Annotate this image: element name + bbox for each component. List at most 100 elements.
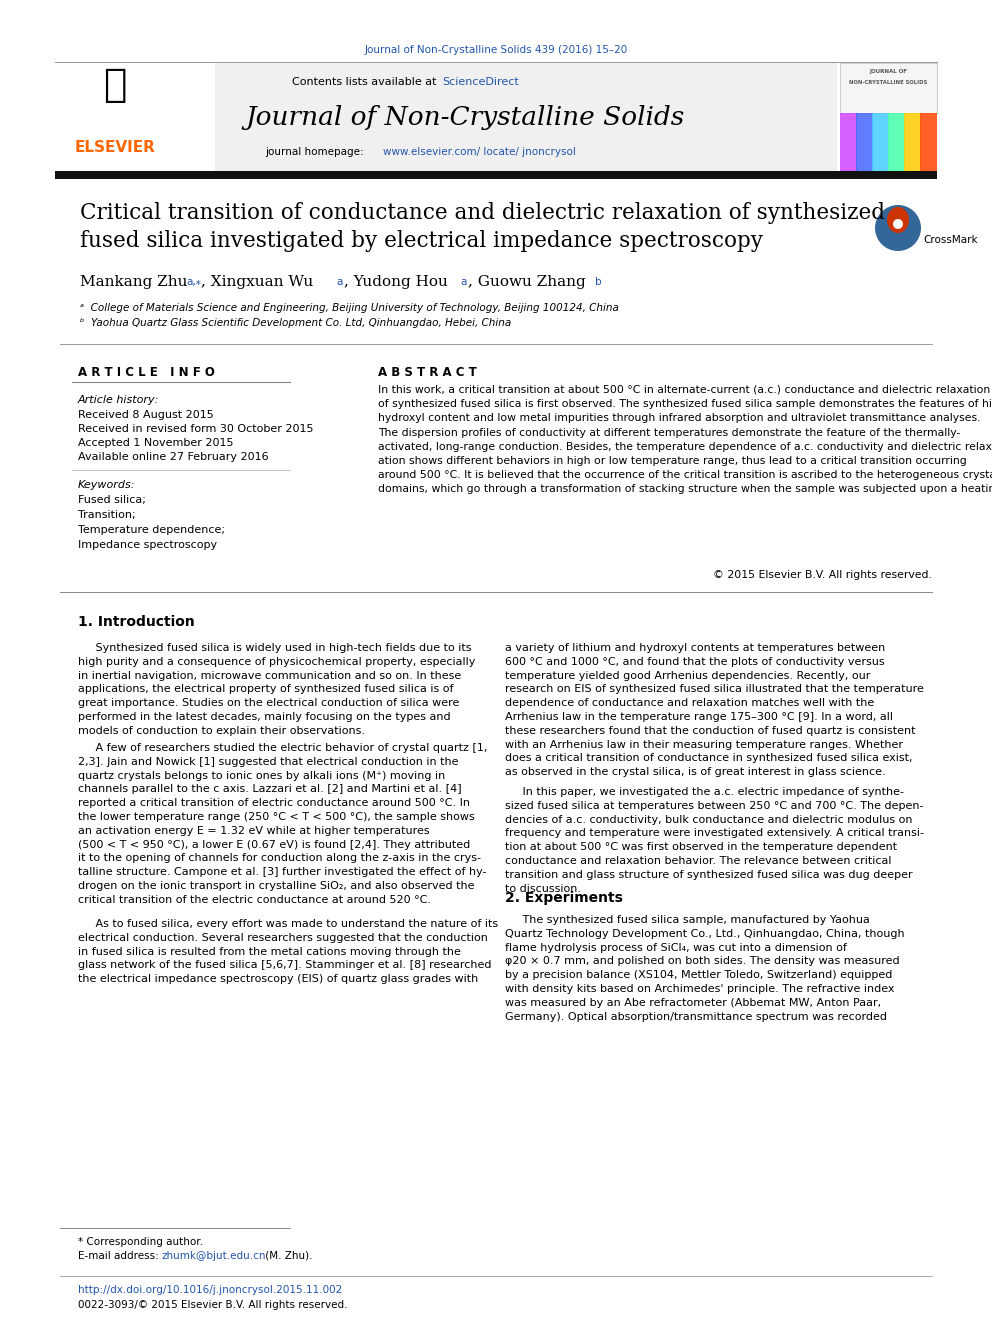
Text: reported a critical transition of electric conductance around 500 °C. In: reported a critical transition of electr…	[78, 798, 470, 808]
Text: ation shows different behaviors in high or low temperature range, thus lead to a: ation shows different behaviors in high …	[378, 456, 967, 466]
Text: Fused silica;: Fused silica;	[78, 495, 146, 505]
Text: hydroxyl content and low metal impurities through infrared absorption and ultrav: hydroxyl content and low metal impuritie…	[378, 413, 980, 423]
Text: temperature yielded good Arrhenius dependencies. Recently, our: temperature yielded good Arrhenius depen…	[505, 671, 870, 680]
Text: Arrhenius law in the temperature range 175–300 °C [9]. In a word, all: Arrhenius law in the temperature range 1…	[505, 712, 893, 722]
Bar	[904, 112, 921, 173]
Text: Transition;: Transition;	[78, 509, 136, 520]
Text: Mankang Zhu: Mankang Zhu	[80, 275, 187, 288]
Text: www.elsevier.com/ locate/ jnoncrysol: www.elsevier.com/ locate/ jnoncrysol	[383, 147, 576, 157]
Text: Synthesized fused silica is widely used in high-tech fields due to its: Synthesized fused silica is widely used …	[78, 643, 471, 654]
Text: © 2015 Elsevier B.V. All rights reserved.: © 2015 Elsevier B.V. All rights reserved…	[713, 570, 932, 579]
Text: Germany). Optical absorption/transmittance spectrum was recorded: Germany). Optical absorption/transmittan…	[505, 1012, 887, 1021]
Text: , Xingxuan Wu: , Xingxuan Wu	[201, 275, 313, 288]
Text: In this paper, we investigated the a.c. electric impedance of synthe-: In this paper, we investigated the a.c. …	[505, 787, 904, 796]
Text: applications, the electrical property of synthesized fused silica is of: applications, the electrical property of…	[78, 684, 453, 695]
Text: Contents lists available at: Contents lists available at	[292, 77, 440, 87]
Text: 1. Introduction: 1. Introduction	[78, 615, 194, 628]
Text: high purity and a consequence of physicochemical property, especially: high purity and a consequence of physico…	[78, 656, 475, 667]
Text: transition and glass structure of synthesized fused silica was dug deeper: transition and glass structure of synthe…	[505, 869, 913, 880]
Text: CrossMark: CrossMark	[923, 235, 978, 245]
Text: flame hydrolysis process of SiCl₄, was cut into a dimension of: flame hydrolysis process of SiCl₄, was c…	[505, 942, 847, 953]
Text: , Yudong Hou: , Yudong Hou	[344, 275, 447, 288]
Text: ELSEVIER: ELSEVIER	[74, 140, 156, 156]
Text: A B S T R A C T: A B S T R A C T	[378, 365, 477, 378]
Text: (500 < T < 950 °C), a lower E (0.67 eV) is found [2,4]. They attributed: (500 < T < 950 °C), a lower E (0.67 eV) …	[78, 840, 470, 849]
Text: it to the opening of channels for conduction along the z-axis in the crys-: it to the opening of channels for conduc…	[78, 853, 481, 864]
Circle shape	[893, 220, 903, 229]
Text: In this work, a critical transition at about 500 °C in alternate-current (a.c.) : In this work, a critical transition at a…	[378, 385, 990, 396]
Text: Accepted 1 November 2015: Accepted 1 November 2015	[78, 438, 233, 448]
Text: JOURNAL OF: JOURNAL OF	[869, 70, 907, 74]
Text: channels parallel to the c axis. Lazzari et al. [2] and Martini et al. [4]: channels parallel to the c axis. Lazzari…	[78, 785, 461, 794]
Text: sized fused silica at temperatures between 250 °C and 700 °C. The depen-: sized fused silica at temperatures betwe…	[505, 800, 924, 811]
Text: of synthesized fused silica is first observed. The synthesized fused silica samp: of synthesized fused silica is first obs…	[378, 400, 992, 409]
Text: Received in revised form 30 October 2015: Received in revised form 30 October 2015	[78, 423, 313, 434]
Text: an activation energy E = 1.32 eV while at higher temperatures: an activation energy E = 1.32 eV while a…	[78, 826, 430, 836]
Text: models of conduction to explain their observations.: models of conduction to explain their ob…	[78, 726, 365, 736]
Text: a variety of lithium and hydroxyl contents at temperatures between: a variety of lithium and hydroxyl conten…	[505, 643, 885, 654]
Text: talline structure. Campone et al. [3] further investigated the effect of hy-: talline structure. Campone et al. [3] fu…	[78, 867, 486, 877]
Bar	[840, 112, 857, 173]
Text: A few of researchers studied the electric behavior of crystal quartz [1,: A few of researchers studied the electri…	[78, 744, 487, 753]
Ellipse shape	[887, 206, 909, 233]
Text: Impedance spectroscopy: Impedance spectroscopy	[78, 540, 217, 550]
Text: dencies of a.c. conductivity, bulk conductance and dielectric modulus on: dencies of a.c. conductivity, bulk condu…	[505, 815, 913, 824]
Text: conductance and relaxation behavior. The relevance between critical: conductance and relaxation behavior. The…	[505, 856, 892, 867]
Text: As to fused silica, every effort was made to understand the nature of its: As to fused silica, every effort was mad…	[78, 919, 498, 929]
Text: Quartz Technology Development Co., Ltd., Qinhuangdao, China, though: Quartz Technology Development Co., Ltd.,…	[505, 929, 905, 939]
Text: Keywords:: Keywords:	[78, 480, 136, 490]
Text: 0022-3093/© 2015 Elsevier B.V. All rights reserved.: 0022-3093/© 2015 Elsevier B.V. All right…	[78, 1301, 347, 1310]
Text: in fused silica is resulted from the metal cations moving through the: in fused silica is resulted from the met…	[78, 946, 461, 957]
Text: zhumk@bjut.edu.cn: zhumk@bjut.edu.cn	[162, 1252, 267, 1261]
Text: fused silica investigated by electrical impedance spectroscopy: fused silica investigated by electrical …	[80, 230, 763, 251]
Text: drogen on the ionic transport in crystalline SiO₂, and also observed the: drogen on the ionic transport in crystal…	[78, 881, 474, 890]
Text: performed in the latest decades, mainly focusing on the types and: performed in the latest decades, mainly …	[78, 712, 450, 722]
Text: Received 8 August 2015: Received 8 August 2015	[78, 410, 213, 419]
Bar	[840, 64, 937, 112]
Text: quartz crystals belongs to ionic ones by alkali ions (M⁺) moving in: quartz crystals belongs to ionic ones by…	[78, 770, 445, 781]
Text: a: a	[336, 277, 342, 287]
Text: Article history:: Article history:	[78, 396, 160, 405]
Text: b: b	[595, 277, 601, 287]
Circle shape	[875, 205, 921, 251]
Bar	[888, 112, 905, 173]
Text: great importance. Studies on the electrical conduction of silica were: great importance. Studies on the electri…	[78, 699, 459, 708]
Bar	[55, 64, 215, 173]
Text: the lower temperature range (250 °C < T < 500 °C), the sample shows: the lower temperature range (250 °C < T …	[78, 812, 475, 822]
Text: a,⁎: a,⁎	[186, 277, 200, 287]
Text: 🌳: 🌳	[103, 66, 127, 105]
Text: these researchers found that the conduction of fused quartz is consistent: these researchers found that the conduct…	[505, 726, 916, 736]
Text: The synthesized fused silica sample, manufactured by Yaohua: The synthesized fused silica sample, man…	[505, 916, 870, 925]
Text: * Corresponding author.: * Corresponding author.	[78, 1237, 203, 1248]
Text: research on EIS of synthesized fused silica illustrated that the temperature: research on EIS of synthesized fused sil…	[505, 684, 924, 695]
Text: (M. Zhu).: (M. Zhu).	[262, 1252, 312, 1261]
Bar	[55, 171, 937, 179]
Text: φ20 × 0.7 mm, and polished on both sides. The density was measured: φ20 × 0.7 mm, and polished on both sides…	[505, 957, 900, 966]
Text: journal homepage:: journal homepage:	[265, 147, 367, 157]
Text: by a precision balance (XS104, Mettler Toledo, Switzerland) equipped: by a precision balance (XS104, Mettler T…	[505, 970, 893, 980]
Bar	[872, 112, 889, 173]
Text: to discussion.: to discussion.	[505, 884, 581, 893]
Text: frequency and temperature were investigated extensively. A critical transi-: frequency and temperature were investiga…	[505, 828, 924, 839]
Text: around 500 °C. It is believed that the occurrence of the critical transition is : around 500 °C. It is believed that the o…	[378, 470, 992, 480]
Bar	[920, 112, 937, 173]
Text: Journal of Non-Crystalline Solids: Journal of Non-Crystalline Solids	[245, 106, 684, 131]
Text: The dispersion profiles of conductivity at different temperatures demonstrate th: The dispersion profiles of conductivity …	[378, 427, 960, 438]
Text: domains, which go through a transformation of stacking structure when the sample: domains, which go through a transformati…	[378, 484, 992, 495]
Text: 2. Experiments: 2. Experiments	[505, 890, 623, 905]
Text: was measured by an Abe refractometer (Abbemat MW, Anton Paar,: was measured by an Abe refractometer (Ab…	[505, 998, 881, 1008]
Text: http://dx.doi.org/10.1016/j.jnoncrysol.2015.11.002: http://dx.doi.org/10.1016/j.jnoncrysol.2…	[78, 1285, 342, 1295]
Text: A R T I C L E   I N F O: A R T I C L E I N F O	[78, 365, 215, 378]
Text: a: a	[460, 277, 466, 287]
Text: E-mail address:: E-mail address:	[78, 1252, 162, 1261]
Text: electrical conduction. Several researchers suggested that the conduction: electrical conduction. Several researche…	[78, 933, 488, 943]
Text: dependence of conductance and relaxation matches well with the: dependence of conductance and relaxation…	[505, 699, 874, 708]
Text: ᵃ  College of Materials Science and Engineering, Beijing University of Technolog: ᵃ College of Materials Science and Engin…	[80, 303, 619, 314]
Bar	[215, 64, 837, 173]
Text: Temperature dependence;: Temperature dependence;	[78, 525, 225, 534]
Text: tion at about 500 °C was first observed in the temperature dependent: tion at about 500 °C was first observed …	[505, 843, 897, 852]
Text: in inertial navigation, microwave communication and so on. In these: in inertial navigation, microwave commun…	[78, 671, 461, 680]
Text: does a critical transition of conductance in synthesized fused silica exist,: does a critical transition of conductanc…	[505, 753, 913, 763]
Text: as observed in the crystal silica, is of great interest in glass science.: as observed in the crystal silica, is of…	[505, 767, 886, 777]
Text: Critical transition of conductance and dielectric relaxation of synthesized: Critical transition of conductance and d…	[80, 202, 885, 224]
